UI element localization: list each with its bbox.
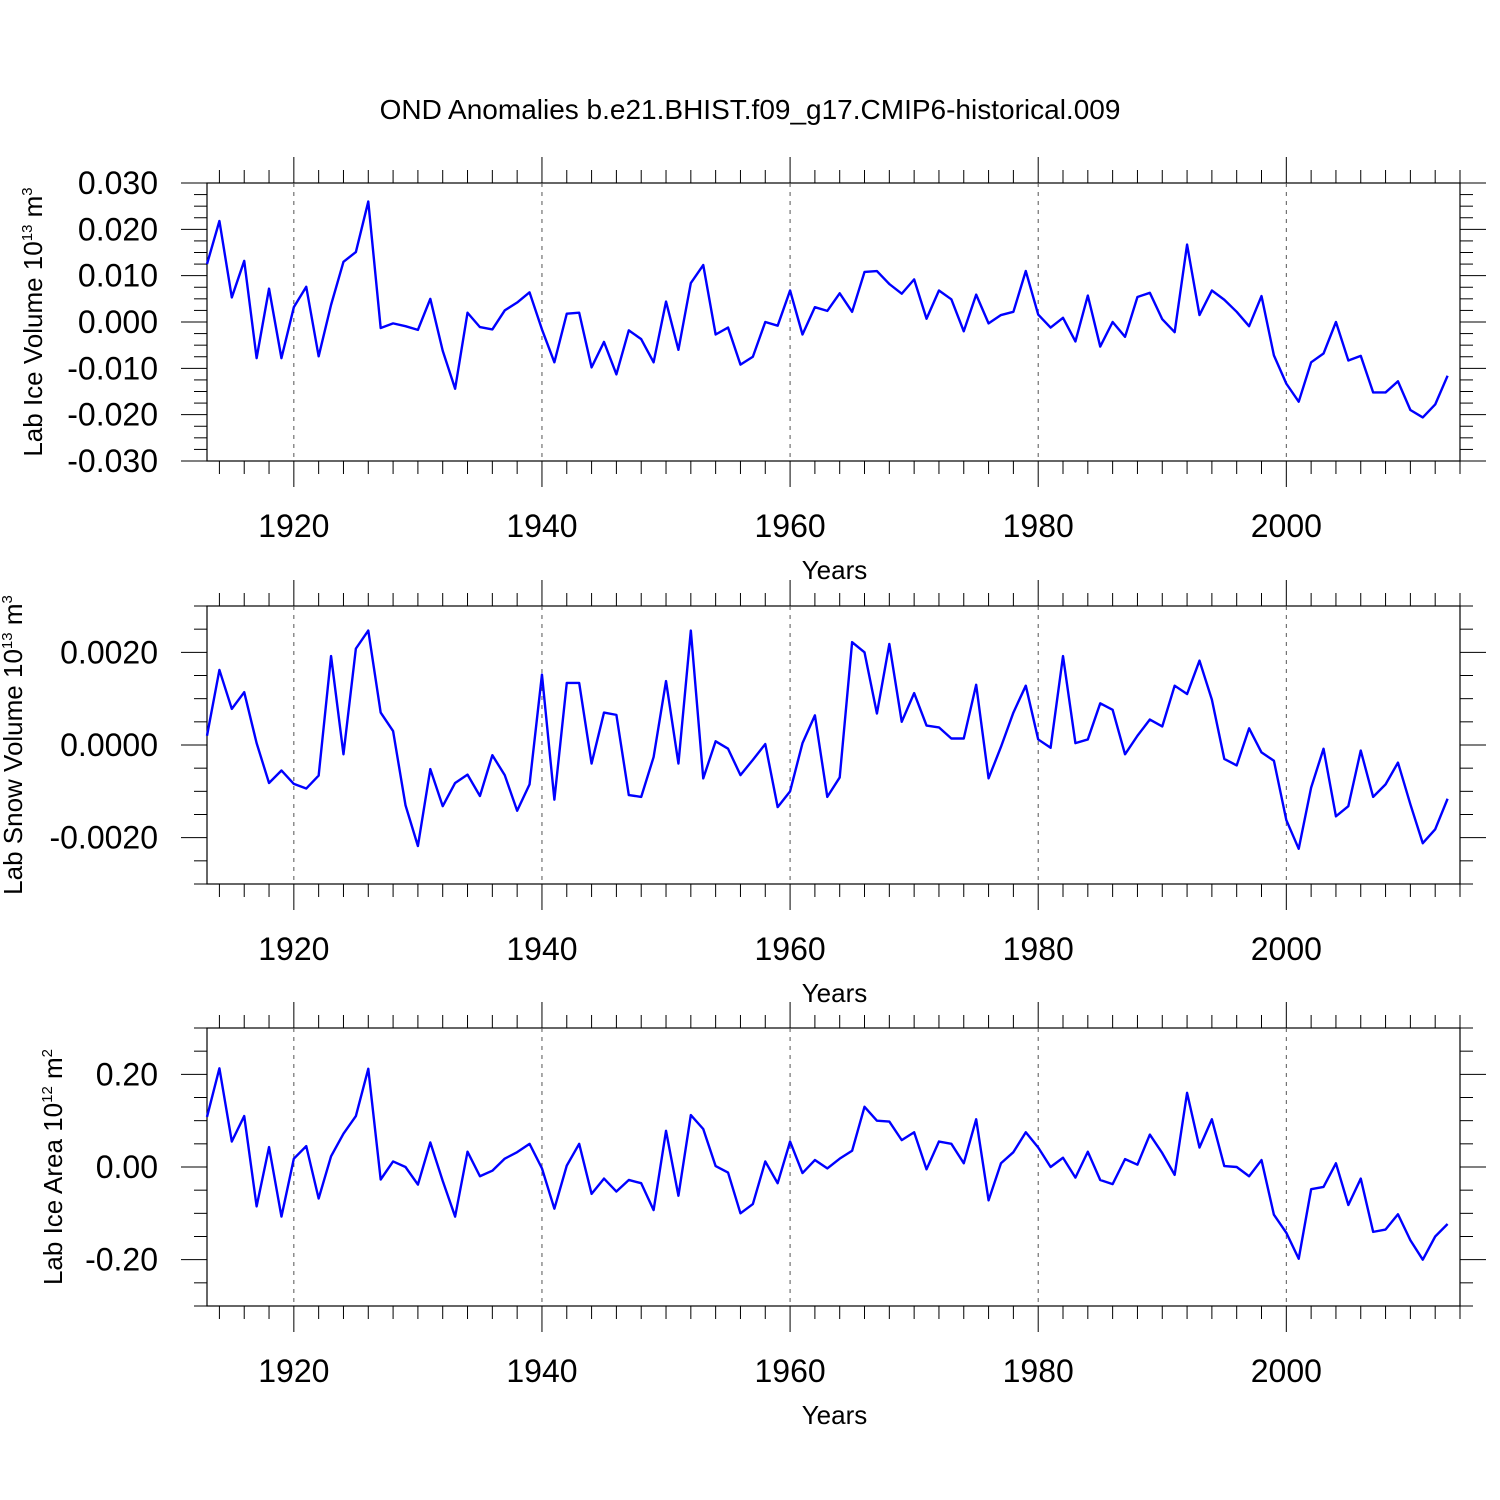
y-axis-title: Lab Ice Volume 1013 m3: [18, 187, 48, 456]
x-tick-label: 1960: [754, 508, 825, 544]
y-axis-title: Lab Ice Area 1012 m2: [38, 1049, 68, 1285]
chart-panel-3: -0.20 0.00 0.20 1920 1940 1960 1980 2000 Years La…: [38, 1002, 1486, 1430]
y-tick-label: 0.0020: [60, 634, 158, 670]
y-tick-label: 0.0000: [60, 727, 158, 763]
x-tick-label: 1940: [506, 931, 577, 967]
x-tick-label: 2000: [1251, 508, 1322, 544]
y-axis-unit-power: 2: [39, 1049, 56, 1057]
x-axis-title: Years: [802, 978, 868, 1008]
y-tick-label: -0.030: [67, 443, 158, 479]
x-tick-label: 1980: [1003, 931, 1074, 967]
x-tick-label: 1940: [506, 1353, 577, 1389]
y-tick-label: 0.020: [78, 211, 158, 247]
x-tick-label: 1940: [506, 508, 577, 544]
y-axis-label-text: Lab Ice Area 10: [38, 1103, 68, 1285]
chart-title: OND Anomalies b.e21.BHIST.f09_g17.CMIP6-…: [380, 94, 1121, 125]
x-tick-label: 1960: [754, 1353, 825, 1389]
x-tick-label: 2000: [1251, 931, 1322, 967]
y-axis-unit-power: 3: [0, 595, 16, 603]
y-tick-label: 0.010: [78, 258, 158, 294]
y-tick-label: -0.20: [85, 1242, 158, 1278]
y-axis-unit-exponent: 13: [0, 632, 16, 649]
y-axis-title: Lab Snow Volume 1013 m3: [0, 595, 28, 895]
y-axis-label-text: Lab Ice Volume 10: [18, 241, 48, 456]
plot-frame: [206, 182, 1461, 462]
x-tick-label: 1980: [1003, 508, 1074, 544]
y-axis-unit-exponent: 13: [19, 225, 36, 242]
y-axis-unit-power: 3: [19, 187, 36, 195]
y-tick-label: -0.0020: [49, 820, 158, 856]
y-tick-label: -0.010: [67, 350, 158, 386]
x-tick-label: 1920: [258, 931, 329, 967]
x-axis-title: Years: [802, 1400, 868, 1430]
y-tick-label: -0.020: [67, 397, 158, 433]
y-tick-label: 0.000: [78, 304, 158, 340]
plot-frame: [206, 1027, 1461, 1307]
y-axis-label-text: Lab Snow Volume 10: [0, 649, 28, 895]
chart-panel-2: -0.0020 0.0000 0.0020 1920 1940 1960 1980 2000 Y…: [0, 580, 1486, 1008]
x-tick-label: 2000: [1251, 1353, 1322, 1389]
y-axis-unit-exponent: 12: [39, 1086, 56, 1103]
chart-panel-1: -0.030 -0.020 -0.010 0.000 0.010 0.020 0.030 19…: [18, 157, 1486, 585]
x-tick-label: 1980: [1003, 1353, 1074, 1389]
x-tick-label: 1960: [754, 931, 825, 967]
y-axis-unit: m: [0, 604, 28, 633]
series-line: [205, 629, 1449, 850]
series-line: [205, 200, 1449, 419]
y-tick-label: 0.00: [96, 1149, 158, 1185]
y-axis-unit: m: [18, 196, 48, 225]
y-tick-label: 0.030: [78, 165, 158, 201]
x-tick-label: 1920: [258, 1353, 329, 1389]
series-line: [205, 1067, 1449, 1261]
y-tick-label: 0.20: [96, 1056, 158, 1092]
y-axis-unit: m: [38, 1057, 68, 1086]
x-tick-label: 1920: [258, 508, 329, 544]
x-axis-title: Years: [802, 555, 868, 585]
